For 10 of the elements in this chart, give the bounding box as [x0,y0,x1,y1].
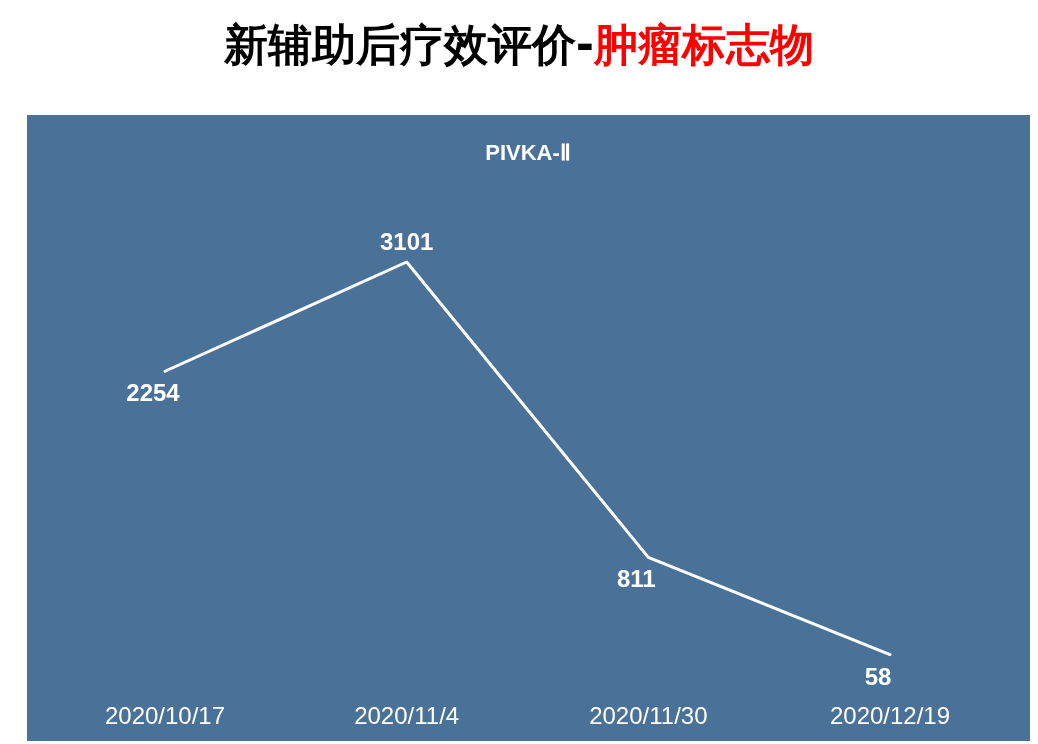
x-tick-label: 2020/11/30 [589,702,708,729]
x-tick-label: 2020/10/17 [104,702,226,729]
data-label: 3101 [379,228,434,255]
chart-subtitle: PIVKA-Ⅱ [485,140,571,165]
data-label: 2254 [126,379,181,407]
x-tick-label: 2020/11/4 [354,702,460,729]
data-label: 811 [616,565,656,593]
chart-title: 新辅助后疗效评价-肿瘤标志物 [222,19,815,70]
x-tick-label: 2020/12/19 [829,702,951,729]
data-label: 58 [864,662,892,690]
